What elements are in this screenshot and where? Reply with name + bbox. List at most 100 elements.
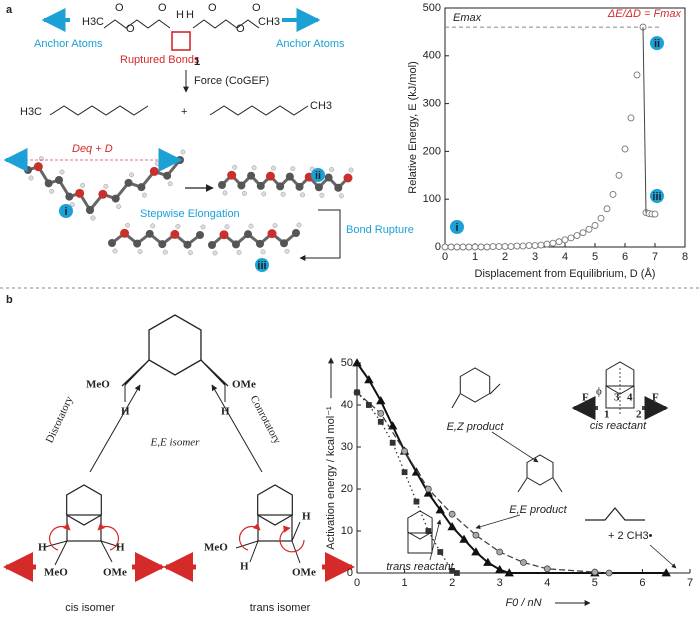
state-marker [450, 220, 464, 234]
atom [24, 166, 32, 174]
atom [44, 179, 53, 188]
state-marker [650, 36, 664, 51]
point [579, 229, 587, 237]
x-tick-label: 7 [687, 577, 693, 589]
annotation: ΔE/ΔD = Fmax [607, 8, 682, 20]
state-label: iii [652, 191, 661, 203]
y-tick-label: 100 [423, 193, 441, 205]
hydrogen-atom [296, 222, 302, 228]
bond [44, 540, 121, 566]
annotation: E,Z product [447, 421, 505, 433]
point [661, 568, 671, 577]
atom [237, 181, 246, 190]
y-tick-label: 400 [423, 50, 441, 62]
point [591, 222, 599, 229]
hydrogen-atom [154, 160, 160, 166]
atom-label: O [126, 23, 135, 35]
point [543, 240, 551, 248]
atom [219, 230, 229, 240]
hydrogen-atom [300, 192, 305, 198]
point [437, 549, 444, 555]
point [603, 205, 611, 213]
hydrogen-atom [248, 223, 254, 229]
reaction-arrow [89, 384, 141, 473]
atom-label: CH3 [310, 100, 332, 112]
point [471, 243, 479, 251]
molecule [585, 507, 645, 521]
hydrogen-atom [348, 167, 354, 173]
atom-label: H [240, 561, 249, 573]
cyclobutane [171, 31, 191, 51]
annotation: + 2 CH3• [608, 530, 653, 542]
point [435, 505, 445, 514]
y-tick-label: 0 [435, 241, 441, 253]
y-tick-label: 0 [347, 567, 353, 579]
point [507, 243, 515, 250]
state-marker [650, 189, 664, 204]
point [365, 402, 372, 408]
reaction-arrow [211, 384, 263, 473]
atom [267, 229, 277, 239]
atom [324, 173, 333, 182]
y-axis-label: Activation energy / kcal mol⁻¹ [325, 406, 337, 550]
hydrogen-atom [260, 249, 266, 255]
atom [170, 229, 180, 239]
state-label: i [64, 206, 67, 218]
atom [163, 171, 172, 180]
point [549, 239, 557, 247]
atom [280, 239, 288, 248]
point [513, 242, 521, 250]
hydrogen-atom [69, 202, 75, 208]
substituent: OMe [232, 379, 256, 391]
atom [265, 171, 275, 181]
point [423, 488, 434, 497]
cyclobutene [257, 514, 293, 542]
point [627, 114, 635, 122]
hydrogen-atom [338, 193, 344, 199]
state-label: i [455, 222, 458, 234]
x-tick-label: 6 [639, 577, 645, 589]
point [424, 485, 432, 493]
point [543, 565, 551, 573]
point [377, 409, 385, 417]
annotation-arrow [491, 431, 539, 463]
point [585, 225, 593, 233]
point [483, 243, 491, 251]
substituent: MeO [44, 567, 68, 579]
atom [285, 172, 294, 181]
atom-label: O [252, 2, 261, 14]
hydrogen-atom [187, 250, 193, 256]
atom-label: H3C [20, 106, 42, 118]
x-axis-label: F0 / nN [505, 597, 541, 609]
pathway-label: Disrotatory [44, 394, 76, 445]
point [597, 214, 605, 222]
double-bond [121, 359, 229, 387]
point [519, 242, 527, 250]
series-line [356, 391, 610, 574]
atom [218, 181, 226, 189]
rotation-arrow [49, 522, 71, 551]
ring [257, 484, 293, 526]
point [496, 548, 504, 556]
hydrogen-atom [167, 181, 173, 187]
atom [196, 231, 204, 239]
hydrogen-atom [329, 167, 335, 172]
rupture-label: Bond Rupture [346, 224, 414, 236]
point [633, 71, 641, 79]
hydrogen-atom [90, 215, 96, 221]
bond [235, 521, 301, 564]
atom [227, 170, 237, 180]
atom-label: CH3 [258, 16, 280, 28]
ring [148, 314, 202, 376]
annotation-arrow [475, 514, 521, 530]
point [465, 243, 473, 251]
x-tick-label: 3 [497, 577, 503, 589]
atom-label: H3C [82, 16, 104, 28]
point [489, 243, 497, 250]
y-tick-label: 200 [423, 145, 441, 157]
atom [149, 166, 159, 176]
atom [256, 239, 264, 248]
atom [208, 241, 216, 249]
atom [314, 183, 323, 192]
annotation-arrow [649, 544, 677, 569]
